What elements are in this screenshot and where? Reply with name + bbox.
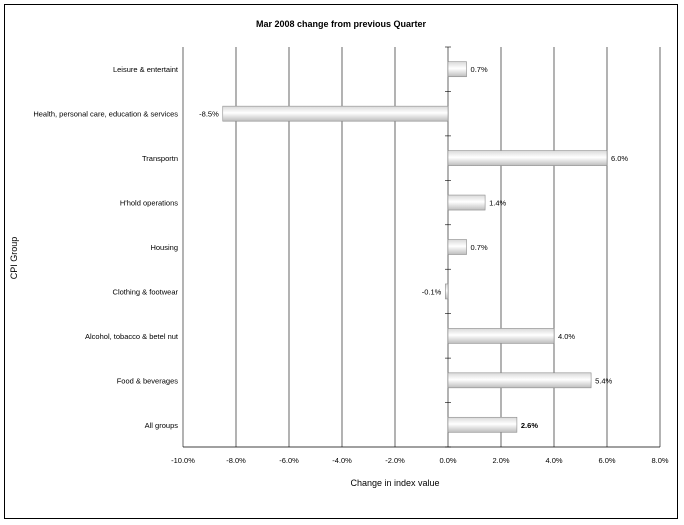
x-tick-label: 4.0% (545, 456, 562, 465)
category-labels: Leisure & entertaint Health, personal car… (33, 65, 179, 430)
data-label: 6.0% (611, 154, 628, 163)
bar (447, 61, 467, 78)
data-label: 1.4% (489, 199, 506, 208)
category-label: Alcohol, tobacco & betel nut (85, 332, 179, 341)
bar (447, 416, 518, 433)
y-axis-title: CPI Group (9, 237, 19, 280)
bar (445, 283, 449, 300)
data-label: 5.4% (595, 376, 612, 385)
x-tick-labels: -10.0% -8.0% -6.0% -4.0% -2.0% 0.0% 2.0% 4.0% 6.… (171, 456, 669, 465)
x-axis-title: Change in index value (350, 478, 439, 488)
data-label: 2.6% (521, 421, 538, 430)
x-tick-label: 6.0% (598, 456, 615, 465)
x-tick-label: -10.0% (171, 456, 195, 465)
category-label: Transportn (142, 154, 178, 163)
x-tick-label: -8.0% (226, 456, 246, 465)
data-label: 0.7% (471, 243, 488, 252)
data-label: 4.0% (558, 332, 575, 341)
category-label: H'hold operations (120, 199, 178, 208)
x-tick-label: 0.0% (439, 456, 456, 465)
x-tick-label: -2.0% (385, 456, 405, 465)
category-label: Housing (150, 243, 178, 252)
bar (447, 328, 555, 344)
category-label: All groups (145, 421, 179, 430)
data-label: -8.5% (199, 110, 219, 119)
category-label: Food & beverages (117, 376, 179, 385)
category-label: Leisure & entertaint (113, 65, 179, 74)
data-label: -0.1% (422, 287, 442, 296)
bar (447, 372, 592, 389)
data-label: 0.7% (471, 65, 488, 74)
bar (447, 239, 467, 255)
category-label: Health, personal care, education & servi… (33, 110, 178, 119)
bar (447, 194, 486, 211)
bar (222, 105, 449, 122)
bars: 0.7% -8.5% 6.0% 1.4% 0.7% -0.1% 4.0% 5.4% 2.6% (199, 61, 628, 433)
x-tick-label: 8.0% (651, 456, 668, 465)
x-tick-label: 2.0% (492, 456, 509, 465)
x-tick-label: -6.0% (279, 456, 299, 465)
chart-frame (4, 4, 678, 519)
chart-title: Mar 2008 change from previous Quarter (256, 19, 427, 29)
x-tick-label: -4.0% (332, 456, 352, 465)
bar (447, 150, 608, 166)
category-label: Clothing & footwear (113, 287, 179, 296)
